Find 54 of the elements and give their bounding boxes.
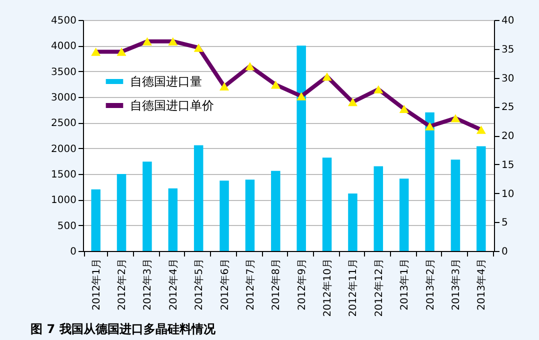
y2-tick-label: 5 [502,218,508,229]
y-tick-label: 0 [70,246,76,258]
y2-tick-label: 35 [502,44,514,56]
x-tick-label: 2012年8月 [270,258,282,310]
x-tick-label: 2013年3月 [450,258,462,310]
x-tick-label: 2013年4月 [476,258,488,310]
y-tick-label: 500 [57,220,76,232]
x-tick-label: 2012年10月 [322,258,334,317]
y2-tick-label: 10 [502,188,514,200]
y-tick-label: 4500 [51,16,76,26]
y2-tick-label: 25 [502,102,514,114]
x-tick-label: 2012年2月 [116,258,128,310]
x-tick-label: 2012年4月 [167,258,180,310]
x-tick-label: 2012年12月 [372,258,385,317]
y-tick-label: 1000 [51,195,76,206]
text: 图 7 我国从德国进口多晶硅料情况 [30,322,216,336]
bar [194,145,204,251]
x-tick-label: 2012年9月 [296,258,308,310]
x-tick-label: 2012年3月 [142,258,154,310]
bar [399,178,409,251]
bar [142,162,152,251]
y2-tick-label: 40 [502,16,514,26]
bar [450,160,460,251]
bar [116,174,126,251]
x-tick-label: 2013年1月 [398,258,411,310]
legend-label: 自德国进口量 [130,74,202,88]
y2-tick-label: 15 [502,160,514,171]
y2-tick-label: 30 [502,73,514,84]
y-tick-label: 3000 [51,92,76,104]
bar [271,170,280,251]
bar [374,166,384,251]
x-tick-label: 2013年2月 [424,258,436,310]
bar [322,158,332,251]
bar [168,188,178,251]
x-tick-label: 2012年11月 [347,258,360,317]
bar [91,189,100,251]
x-tick-label: 2012年7月 [244,258,256,310]
x-tick-label: 2012年1月 [90,258,102,310]
bar [348,194,358,251]
legend-label: 自德国进口单价 [130,98,214,112]
y-tick-label: 4000 [51,41,76,52]
y2-tick-label: 20 [502,131,514,142]
bar [245,180,255,251]
x-tick-label: 2012年5月 [193,258,206,310]
bar [296,46,306,251]
y-tick-label: 2000 [51,144,76,155]
bar [476,146,486,251]
x-tick-label: 2012年6月 [218,258,231,310]
y2-tick-label: 0 [502,246,508,258]
bar [425,112,434,251]
y-tick-label: 2500 [51,118,76,130]
bar [220,180,229,251]
y-tick-label: 3500 [51,66,76,78]
y-tick-label: 1500 [51,170,76,180]
